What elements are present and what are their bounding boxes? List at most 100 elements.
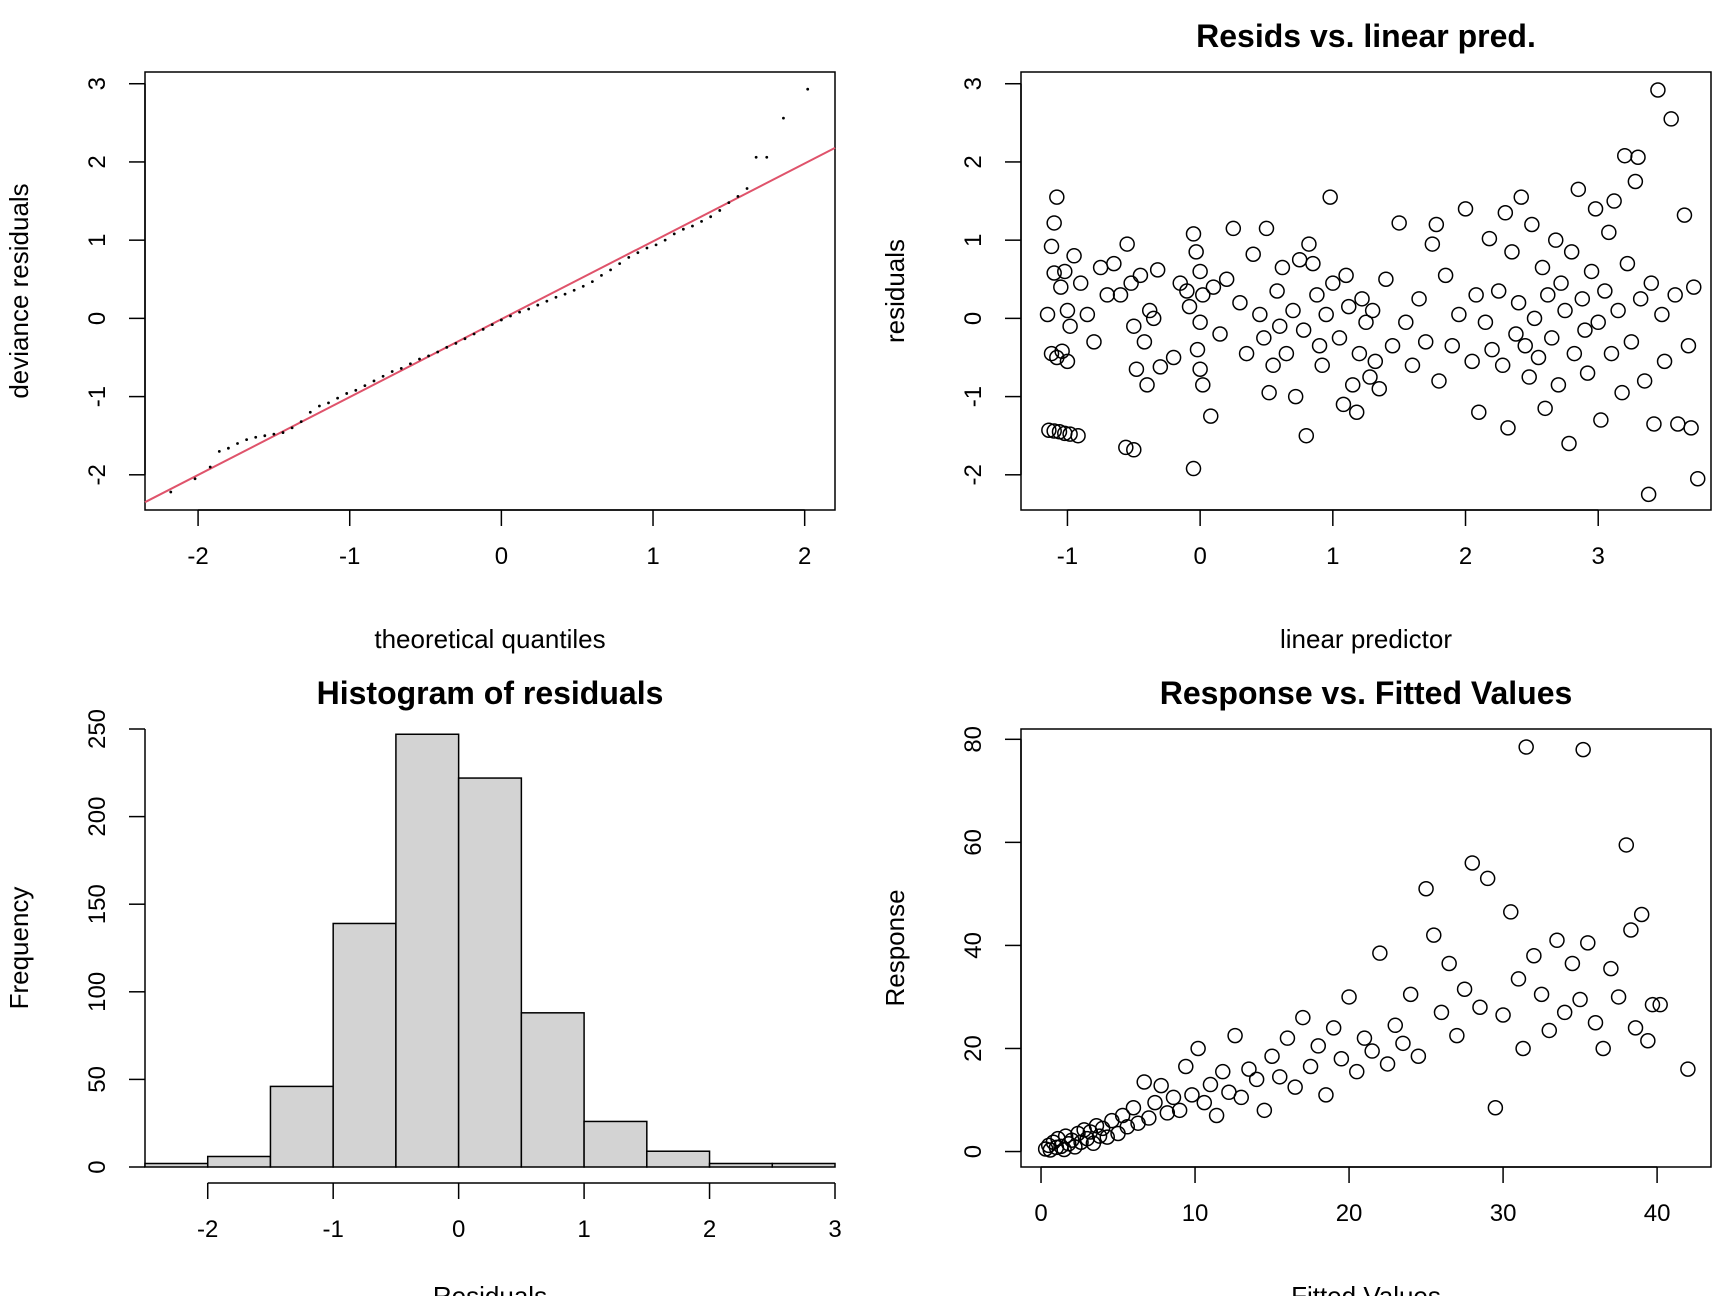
x-tick-label: 0 (452, 1216, 465, 1243)
scatter-point (1099, 1129, 1115, 1145)
scatter-point (1497, 205, 1514, 221)
scatter-point (1372, 945, 1388, 961)
scatter-point (1593, 412, 1609, 428)
scatter-point (1437, 267, 1454, 284)
scatter-point (1159, 1105, 1176, 1121)
qq-point (645, 246, 649, 250)
scatter-point (1112, 287, 1129, 303)
scatter-point (1256, 330, 1272, 346)
scatter-point (1050, 1130, 1066, 1147)
scatter-point (1291, 251, 1308, 268)
qq-point (636, 251, 640, 255)
scatter-point (1132, 267, 1149, 284)
scatter-point (1147, 1094, 1163, 1111)
scatter-point (1597, 283, 1613, 299)
scatter-point (1410, 1048, 1427, 1064)
scatter-point (1261, 384, 1277, 401)
scatter-point (1479, 870, 1496, 887)
scatter-point (1633, 906, 1650, 923)
scatter-point (1391, 215, 1407, 231)
qq-point (317, 404, 321, 408)
scatter-point (1072, 275, 1089, 291)
y-tick-label: 60 (960, 829, 987, 856)
qq-point (308, 410, 312, 414)
qq-point (618, 262, 622, 266)
scatter-point (1574, 291, 1591, 307)
scatter-point (1564, 955, 1581, 972)
qq-point (727, 201, 731, 205)
scatter-point (1190, 1040, 1206, 1057)
scatter-point (1341, 989, 1357, 1005)
scatter-point (1203, 408, 1219, 424)
scatter-point (1495, 1007, 1511, 1023)
scatter-point (1630, 149, 1646, 166)
histogram-bar (646, 1150, 711, 1168)
scatter-point (1348, 404, 1365, 420)
scatter-point (1274, 259, 1291, 276)
scatter-point (1595, 1040, 1611, 1057)
scatter-point (1152, 359, 1169, 375)
x-tick-label: 30 (1490, 1200, 1517, 1227)
scatter-point (1526, 310, 1543, 327)
scatter-point (1232, 294, 1248, 311)
scatter-point (1472, 999, 1488, 1016)
scatter-point (1614, 384, 1630, 401)
scatter-point (1494, 357, 1511, 374)
qq-point (681, 227, 685, 231)
scatter-point (1667, 287, 1683, 303)
qq-point (572, 288, 576, 292)
scatter-point (1264, 1048, 1280, 1064)
scatter-point (1215, 1063, 1231, 1080)
scatter-point (1618, 837, 1635, 853)
scatter-point (1663, 111, 1679, 127)
y-tick-label: 200 (84, 797, 111, 837)
qq-point (782, 116, 785, 120)
scatter-point (1053, 279, 1069, 295)
scatter-point (1322, 189, 1338, 205)
qq-point (490, 323, 494, 327)
scatter-point (1241, 1061, 1257, 1077)
scatter-point (1487, 1099, 1504, 1116)
scatter-point (1225, 220, 1242, 237)
scatter-point (1417, 334, 1434, 350)
scatter-point (1178, 1058, 1194, 1075)
scatter-point (1118, 439, 1134, 456)
qq-point (363, 384, 367, 388)
scatter-point (1119, 1119, 1136, 1135)
scatter-point (1278, 345, 1295, 362)
histogram-bar (520, 1012, 585, 1168)
scatter-point (1126, 442, 1142, 458)
scatter-point (1650, 82, 1666, 98)
resids-plot-title: Resids vs. linear pred. (1196, 18, 1536, 54)
scatter-point (1136, 334, 1153, 350)
qq-point (536, 303, 540, 307)
scatter-point (1561, 435, 1577, 452)
scatter-point (1490, 283, 1507, 299)
scatter-point (1165, 349, 1182, 366)
scatter-point (1091, 1128, 1108, 1144)
x-tick-label: -1 (339, 543, 360, 570)
histogram-bar (583, 1120, 648, 1168)
qq-point (454, 342, 458, 345)
scatter-point (1570, 181, 1587, 198)
scatter-point (1333, 1051, 1350, 1067)
scatter-point (1371, 381, 1388, 397)
x-tick-label: 0 (495, 543, 508, 570)
scatter-point (1557, 302, 1573, 319)
scatter-point (1680, 1061, 1696, 1077)
qq-plot-panel: theoretical quantiles deviance residuals… (4, 71, 836, 654)
scatter-point (1046, 265, 1062, 281)
scatter-point (1484, 341, 1500, 358)
scatter-point (1066, 248, 1082, 264)
scatter-point (1314, 357, 1330, 374)
response-plot-y-axis-label: Response (880, 889, 910, 1006)
scatter-point (1272, 318, 1288, 334)
scatter-point (1059, 302, 1076, 319)
scatter-point (1227, 1027, 1243, 1044)
qq-point (545, 299, 549, 303)
scatter-point (1504, 244, 1520, 260)
scatter-point (1550, 377, 1567, 393)
qq-point (518, 310, 521, 314)
scatter-point (1195, 377, 1211, 393)
scatter-point (1654, 306, 1670, 323)
